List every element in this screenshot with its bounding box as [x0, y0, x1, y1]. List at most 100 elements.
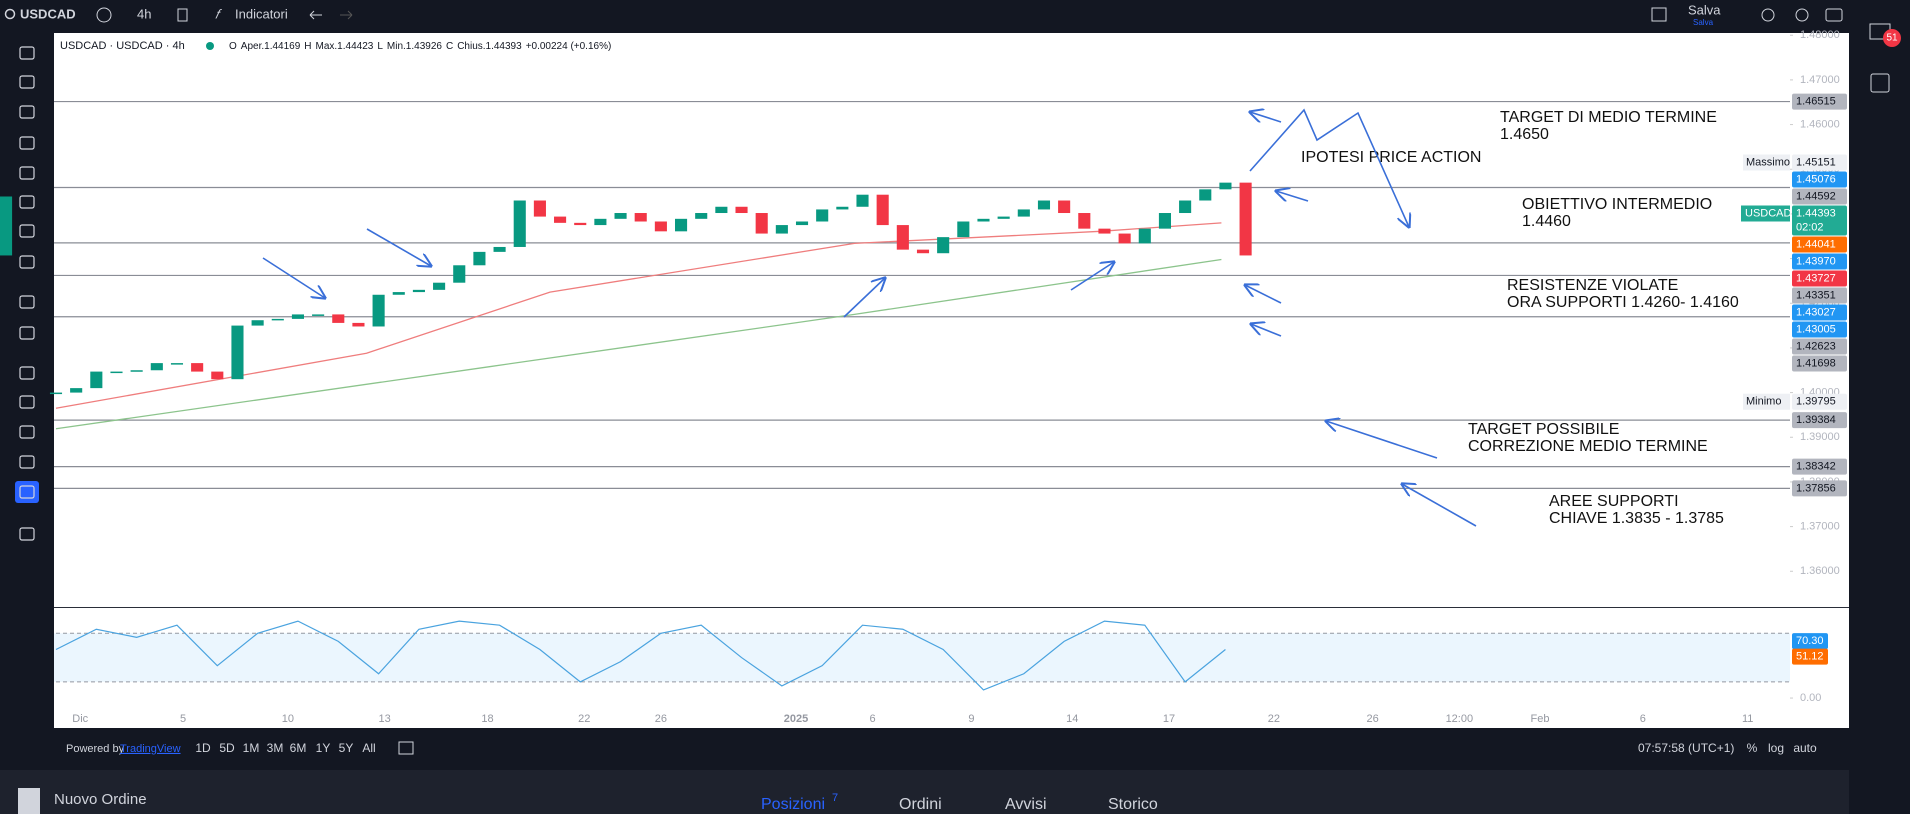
settings[interactable]: [1795, 8, 1809, 22]
candle: [896, 225, 909, 250]
annotations: TARGET DI MEDIO TERMINE 1.4650 IPOTESI P…: [1301, 109, 1739, 527]
tool-icon[interactable]: [19, 75, 35, 89]
candle: [312, 314, 325, 316]
x-tick-label: Dic: [72, 713, 88, 725]
stoch-tag: [1792, 648, 1828, 665]
candle: [594, 218, 607, 226]
candle: [90, 371, 103, 389]
annotation: OBIETTIVO INTERMEDIO: [1522, 196, 1712, 213]
candle: [251, 320, 264, 326]
price-pane: 1.360001.370001.380001.390001.400001.410…: [0, 29, 1847, 577]
candle: [674, 218, 688, 232]
watchlist-icon[interactable]: [1870, 73, 1890, 93]
new-order[interactable]: Nuovo Ordine: [54, 791, 147, 808]
indicators[interactable]: Indicatori: [235, 6, 288, 21]
candle: [1199, 189, 1212, 201]
tool-icon[interactable]: [19, 295, 35, 309]
tool-icon[interactable]: [19, 366, 35, 380]
interval[interactable]: 4h: [137, 6, 151, 21]
candle: [1239, 182, 1252, 256]
candle: [775, 225, 788, 234]
panel-tab[interactable]: Avvisi: [1005, 796, 1047, 813]
range-button[interactable]: All: [362, 741, 375, 755]
brand-link[interactable]: TradingView: [120, 743, 181, 755]
range-button[interactable]: 5Y: [339, 741, 354, 755]
scale-option[interactable]: log: [1768, 741, 1784, 755]
stoch-tick-label: 0.00: [1800, 692, 1821, 704]
save[interactable]: Salva: [1688, 2, 1721, 17]
tool-icon[interactable]: [19, 326, 35, 340]
ohlc-item: +0.00224 (+0.16%): [526, 41, 612, 52]
x-tick-label: 6: [1640, 713, 1646, 725]
tool-icon[interactable]: [19, 527, 35, 541]
price-tag-label: 1.39384: [1796, 414, 1836, 426]
panel-tab[interactable]: Ordini: [899, 796, 942, 813]
moving-average: [55, 222, 1222, 409]
search-icon[interactable]: [4, 8, 16, 20]
arrow: [1326, 421, 1438, 459]
tool-icon[interactable]: [19, 425, 35, 439]
bottom-panel: [0, 770, 1849, 814]
annotation: IPOTESI PRICE ACTION: [1301, 149, 1481, 166]
arrow: [1402, 484, 1477, 527]
tool-icon[interactable]: [19, 455, 35, 469]
symbol[interactable]: USDCAD: [20, 6, 76, 21]
x-tick-label: 12:00: [1446, 713, 1474, 725]
status-dot: [206, 42, 214, 50]
range-button[interactable]: 1D: [195, 741, 211, 755]
candle: [1138, 228, 1151, 244]
tool-icon[interactable]: [19, 46, 35, 60]
price-tag: [1792, 480, 1847, 497]
layout-icon[interactable]: [1651, 7, 1667, 22]
undo[interactable]: [309, 10, 322, 20]
price-tag-label: 1.44393: [1796, 207, 1836, 219]
tool-icon[interactable]: [19, 136, 35, 150]
x-tick-label: 22: [578, 713, 590, 725]
tool-icon[interactable]: [19, 485, 35, 499]
extreme-title: Minimo: [1746, 396, 1781, 408]
y-tick-label: 1.46000: [1800, 118, 1840, 130]
arrow: [262, 257, 325, 298]
range-button[interactable]: 1Y: [316, 741, 331, 755]
tool-icon[interactable]: [19, 166, 35, 180]
price-tag: [1792, 355, 1847, 372]
candle: [977, 218, 990, 222]
candle: [231, 325, 244, 380]
redo[interactable]: [340, 10, 353, 20]
candle: [352, 322, 365, 327]
range-button[interactable]: 6M: [290, 741, 307, 755]
candle: [574, 222, 587, 226]
snapshot[interactable]: [1825, 8, 1843, 22]
x-tick-label: 13: [379, 713, 391, 725]
arrows: [262, 110, 1477, 527]
tool-icon[interactable]: [19, 105, 35, 119]
stoch-tag-label: 70.30: [1796, 635, 1824, 647]
candle: [412, 289, 425, 293]
range-button[interactable]: 5D: [219, 741, 235, 755]
range-button[interactable]: 3M: [267, 741, 284, 755]
search-replay[interactable]: [1761, 8, 1775, 22]
candle: [110, 371, 123, 374]
panel-tab[interactable]: Posizioni: [761, 796, 825, 813]
tool-icon[interactable]: [19, 255, 35, 269]
price-tag-label: 1.43005: [1796, 323, 1836, 335]
moving-average: [55, 258, 1222, 430]
tool-icon[interactable]: [19, 395, 35, 409]
scale-option[interactable]: %: [1747, 741, 1758, 755]
arrow: [843, 278, 885, 318]
symbol-tag-label: USDCAD: [1745, 207, 1792, 219]
order-icon[interactable]: [18, 788, 40, 814]
tool-active[interactable]: [15, 481, 39, 503]
range-button[interactable]: 1M: [243, 741, 260, 755]
scale-option[interactable]: auto: [1793, 741, 1817, 755]
add-symbol[interactable]: [96, 7, 112, 23]
price-tag-label: 1.44041: [1796, 238, 1836, 250]
goto-date[interactable]: [398, 741, 414, 755]
x-tick-label: 18: [481, 713, 493, 725]
price-tag: [1792, 287, 1847, 304]
panel-tab[interactable]: Storico: [1108, 796, 1158, 813]
chart-style[interactable]: [177, 8, 188, 22]
fx-icon[interactable]: 𝑓: [215, 6, 222, 21]
tool-icon[interactable]: [19, 224, 35, 238]
tool-icon[interactable]: [19, 195, 35, 209]
